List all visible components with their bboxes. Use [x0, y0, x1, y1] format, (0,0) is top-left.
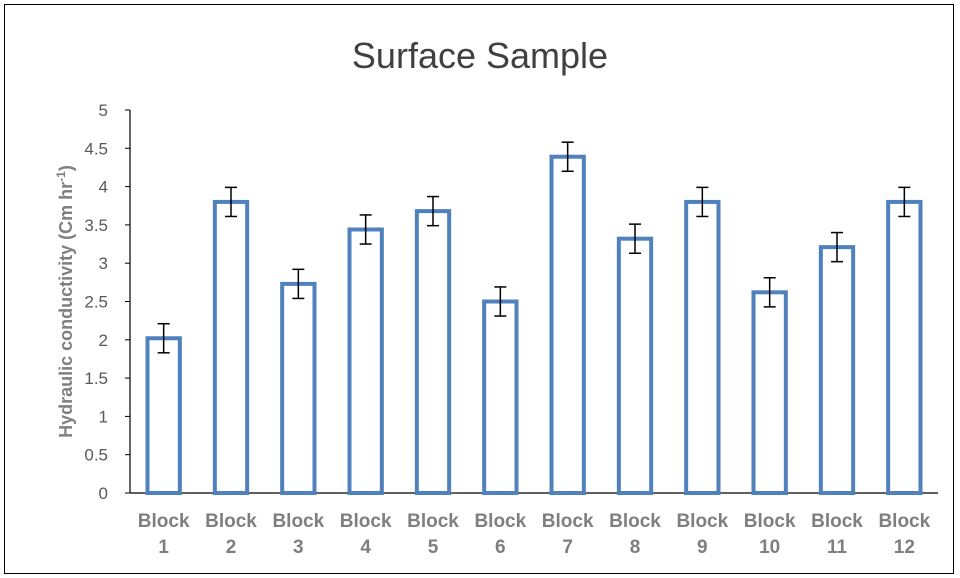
y-tick-label: 4.5: [84, 139, 108, 158]
y-tick-label: 4: [99, 178, 108, 197]
x-tick-label-12: Block: [878, 511, 930, 532]
x-tick-label-11: Block: [811, 511, 863, 532]
x-tick-label-3: Block: [272, 511, 324, 532]
x-tick-label-number-11: 11: [827, 537, 848, 558]
y-tick-label: 2.5: [84, 293, 108, 312]
x-tick-label-number-12: 12: [894, 537, 915, 558]
bar-7: [549, 154, 586, 495]
y-tick-label: 0.5: [84, 446, 108, 465]
bar-12: [886, 199, 923, 495]
x-tick-label-8: Block: [609, 511, 661, 532]
y-tick-label: 0: [99, 484, 108, 503]
bar-9: [684, 199, 721, 495]
bar-2: [212, 199, 250, 495]
x-tick-label-number-8: 8: [630, 537, 641, 558]
x-tick-label-2: Block: [205, 511, 257, 532]
x-tick-label-number-3: 3: [293, 537, 304, 558]
x-tick-label-number-5: 5: [428, 537, 439, 558]
y-tick-label: 3: [99, 254, 108, 273]
x-tick-label-number-1: 1: [158, 537, 169, 558]
x-tick-label-number-2: 2: [226, 537, 237, 558]
x-tick-label-number-4: 4: [360, 537, 371, 558]
x-tick-label-number-10: 10: [759, 537, 780, 558]
x-tick-label-number-6: 6: [495, 537, 506, 558]
y-tick-label: 1.5: [84, 369, 108, 388]
y-axis-title: Hydraulic conductivity (Cm hr-1): [54, 165, 76, 438]
y-tick-label: 5: [99, 101, 108, 120]
bar-1: [145, 336, 182, 495]
bar-4: [347, 227, 384, 495]
chart-title: Surface Sample: [351, 35, 609, 76]
x-tick-label-7: Block: [542, 511, 594, 532]
x-tick-label-6: Block: [474, 511, 526, 532]
x-tick-label-5: Block: [407, 511, 459, 532]
y-tick-label: 3.5: [84, 216, 108, 235]
x-tick-label-10: Block: [744, 511, 796, 532]
y-tick-label: 2: [99, 331, 108, 350]
bar-3: [280, 281, 317, 495]
x-tick-label-1: Block: [138, 511, 190, 532]
x-tick-label-number-9: 9: [697, 537, 708, 558]
bar-8: [616, 236, 654, 495]
bar-11: [818, 245, 856, 495]
y-tick-label: 1: [99, 407, 108, 426]
x-tick-label-9: Block: [676, 511, 728, 532]
bar-10: [751, 290, 788, 496]
bar-5: [414, 209, 452, 495]
x-tick-label-4: Block: [340, 511, 392, 532]
x-tick-label-number-7: 7: [562, 537, 573, 558]
bar-6: [482, 299, 519, 495]
